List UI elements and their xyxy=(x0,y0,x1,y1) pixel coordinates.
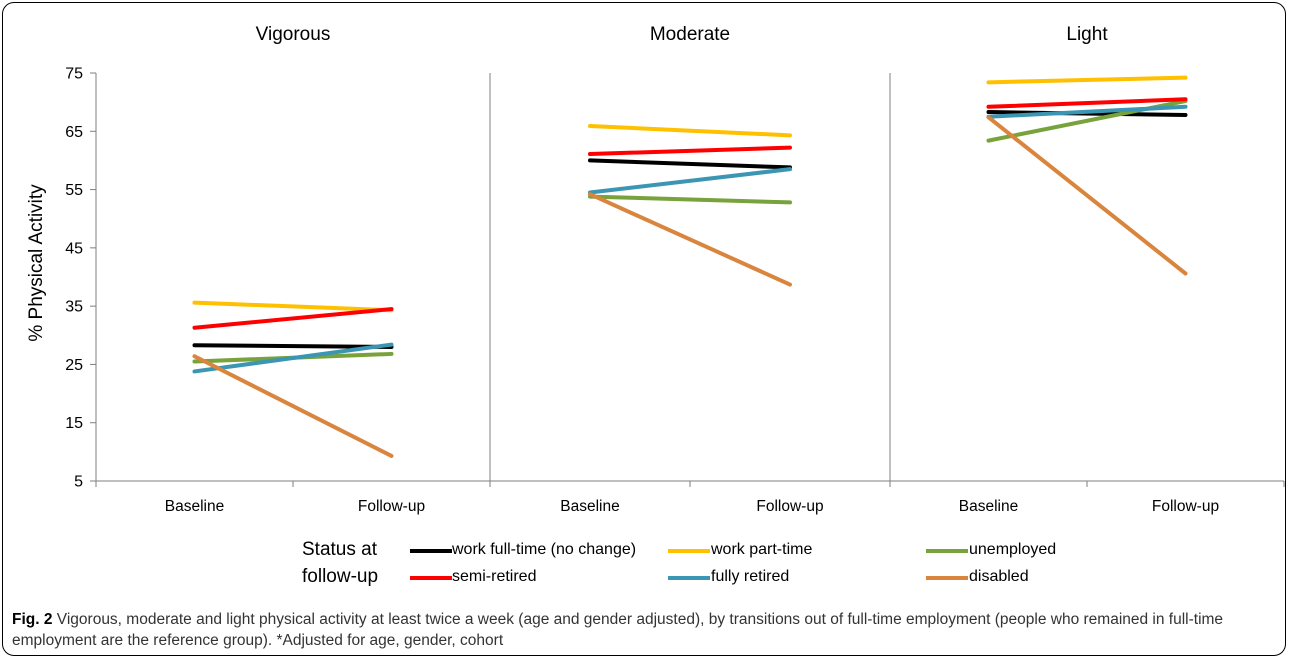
y-tick-label-5: 5 xyxy=(74,474,83,491)
figure-label: Fig. 2 xyxy=(12,611,53,628)
moderate-line-work-full-time-no-change xyxy=(588,158,792,170)
moderate-line-disabled xyxy=(588,192,792,287)
y-tick-label-55: 55 xyxy=(65,182,83,199)
y-tick-label-75: 75 xyxy=(65,66,83,83)
moderate-line-work-part-time xyxy=(588,124,792,138)
moderate-line-fully-retired xyxy=(588,167,792,195)
light-line-work-part-time xyxy=(986,75,1188,85)
figure-caption: Fig. 2 Vigorous, moderate and light phys… xyxy=(12,609,1277,651)
light-panel-title: Light xyxy=(1066,24,1108,45)
vigorous-x-label-baseline: Baseline xyxy=(165,498,224,515)
moderate-panel-title: Moderate xyxy=(650,24,730,45)
vigorous-line-work-part-time xyxy=(192,300,394,313)
vigorous-line-semi-retired xyxy=(192,307,394,330)
moderate-x-label-follow-up: Follow-up xyxy=(756,498,823,515)
moderate-x-label-baseline: Baseline xyxy=(560,498,619,515)
moderate-line-unemployed xyxy=(588,194,792,205)
vigorous-panel-title: Vigorous xyxy=(256,24,331,45)
caption-text: Vigorous, moderate and light physical ac… xyxy=(12,611,1224,649)
vigorous-x-label-follow-up: Follow-up xyxy=(358,498,425,515)
y-tick-label-45: 45 xyxy=(65,240,83,257)
light-line-semi-retired xyxy=(986,97,1188,109)
light-x-label-follow-up: Follow-up xyxy=(1152,498,1219,515)
light-line-disabled xyxy=(986,115,1188,276)
y-axis-title: % Physical Activity xyxy=(26,184,47,342)
vigorous-line-work-full-time-no-change xyxy=(192,343,394,349)
light-x-label-baseline: Baseline xyxy=(959,498,1018,515)
y-tick-label-15: 15 xyxy=(65,415,83,432)
vigorous-line-fully-retired xyxy=(192,342,394,374)
moderate-line-semi-retired xyxy=(588,145,792,157)
light-line-fully-retired xyxy=(986,104,1188,119)
y-tick-label-25: 25 xyxy=(65,357,83,374)
vigorous-line-disabled xyxy=(192,354,394,458)
y-tick-label-65: 65 xyxy=(65,124,83,141)
y-tick-label-35: 35 xyxy=(65,299,83,316)
